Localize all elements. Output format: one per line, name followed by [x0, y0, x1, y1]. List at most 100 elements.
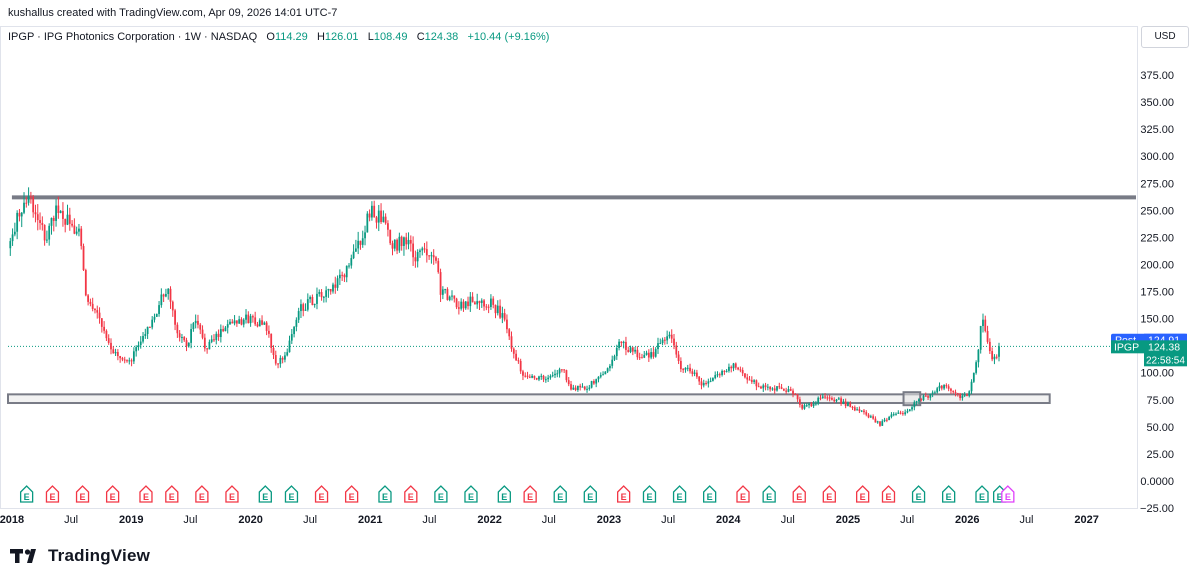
earnings-marker[interactable]: E: [736, 485, 750, 503]
candle-body: [821, 396, 824, 398]
earnings-marker[interactable]: E: [139, 485, 153, 503]
candle-body: [970, 381, 973, 392]
earnings-marker[interactable]: E: [404, 485, 418, 503]
earnings-marker-label: E: [229, 492, 235, 502]
earnings-marker[interactable]: E: [942, 485, 956, 503]
close-label: C: [416, 31, 425, 43]
earnings-marker[interactable]: E: [195, 485, 209, 503]
earnings-marker[interactable]: E: [553, 485, 567, 503]
earnings-marker-shape: [617, 485, 631, 503]
symbol-description[interactable]: IPGP · IPG Photonics Corporation · 1W · …: [8, 31, 258, 43]
candle-body: [270, 333, 273, 348]
earnings-marker-label: E: [468, 492, 474, 502]
x-tick-label: 2018: [0, 514, 24, 526]
earnings-marker[interactable]: E: [617, 485, 631, 503]
candle-body: [87, 295, 90, 302]
candle-body: [421, 248, 424, 251]
earnings-marker[interactable]: E: [378, 485, 392, 503]
earnings-marker[interactable]: E: [792, 485, 806, 503]
earnings-marker-shape: [105, 485, 120, 503]
earnings-marker[interactable]: E: [105, 485, 120, 503]
candle-body: [773, 388, 776, 391]
candle-body: [826, 397, 829, 399]
earnings-marker[interactable]: E: [975, 485, 989, 503]
tradingview-logo-text: TradingView: [48, 546, 151, 565]
candle-body: [78, 228, 80, 232]
candle-body: [638, 357, 641, 359]
candle-body: [98, 312, 101, 319]
earnings-marker[interactable]: E: [856, 485, 870, 503]
candle-body: [224, 327, 227, 332]
earnings-marker[interactable]: E: [881, 485, 896, 503]
symbol-tag: IPGP: [1114, 341, 1139, 353]
candle-body: [634, 349, 637, 352]
earnings-marker[interactable]: E: [165, 485, 179, 503]
currency-button[interactable]: USD: [1141, 26, 1189, 48]
candle-body: [457, 307, 460, 309]
candle-body: [906, 411, 909, 413]
support-zone[interactable]: [7, 393, 1051, 405]
candle-body: [183, 337, 186, 341]
candle-body: [114, 352, 117, 354]
last-price-tag: IPGP 124.38 22:58:54: [1111, 340, 1187, 367]
earnings-marker[interactable]: E: [464, 485, 478, 503]
candle-body: [419, 250, 421, 253]
earnings-marker[interactable]: E: [762, 485, 776, 503]
earnings-marker[interactable]: E: [434, 485, 448, 503]
x-tick-label: Jul: [781, 514, 795, 526]
x-tick-label: Jul: [64, 514, 78, 526]
earnings-marker[interactable]: E: [344, 485, 359, 503]
candle-body: [668, 334, 671, 337]
candle-body: [460, 301, 463, 309]
candle-body: [833, 399, 836, 402]
candle-body: [995, 356, 998, 358]
candle-body: [908, 409, 911, 412]
candle-body: [956, 393, 959, 395]
candle-body: [165, 294, 167, 297]
symbol-legend[interactable]: IPGP · IPG Photonics Corporation · 1W · …: [8, 29, 549, 45]
candle-body: [691, 371, 694, 374]
candle-body: [643, 354, 646, 358]
earnings-marker[interactable]: E: [225, 485, 239, 503]
candle-body: [366, 213, 369, 233]
support-zone[interactable]: [902, 391, 922, 407]
earnings-marker-shape: [736, 485, 750, 503]
candle-body: [819, 397, 822, 399]
candle-body: [503, 313, 506, 320]
candle-body: [112, 349, 115, 354]
earnings-marker[interactable]: E: [284, 485, 299, 503]
candle-body: [240, 319, 243, 325]
earnings-marker[interactable]: E: [1001, 485, 1015, 503]
earnings-marker[interactable]: E: [523, 485, 537, 503]
candle-body: [494, 304, 497, 314]
candle-body: [876, 421, 879, 423]
earnings-marker[interactable]: E: [642, 485, 657, 503]
earnings-marker[interactable]: E: [75, 485, 90, 503]
earnings-marker[interactable]: E: [19, 485, 34, 503]
earnings-marker[interactable]: E: [583, 485, 597, 503]
earnings-marker[interactable]: E: [258, 485, 272, 503]
candle-body: [185, 340, 188, 347]
candle-body: [510, 336, 513, 349]
candle-body: [82, 246, 85, 271]
candle-body: [815, 403, 817, 405]
candle-body: [176, 324, 179, 334]
tradingview-logo[interactable]: TradingView: [10, 543, 150, 569]
candle-body: [851, 406, 854, 408]
candle-body: [808, 403, 810, 406]
earnings-marker[interactable]: E: [497, 485, 511, 503]
earnings-marker[interactable]: E: [314, 485, 329, 503]
earnings-marker[interactable]: E: [672, 485, 687, 503]
candle-body: [890, 414, 893, 417]
candle-body: [471, 296, 474, 303]
earnings-marker[interactable]: E: [702, 485, 717, 503]
earnings-marker-label: E: [382, 492, 388, 502]
candle-body: [892, 414, 895, 416]
earnings-marker[interactable]: E: [45, 485, 60, 503]
candle-body: [247, 314, 250, 324]
earnings-marker[interactable]: E: [911, 485, 926, 503]
candle-body: [473, 302, 476, 305]
candle-body: [192, 323, 195, 330]
earnings-marker[interactable]: E: [822, 485, 836, 503]
